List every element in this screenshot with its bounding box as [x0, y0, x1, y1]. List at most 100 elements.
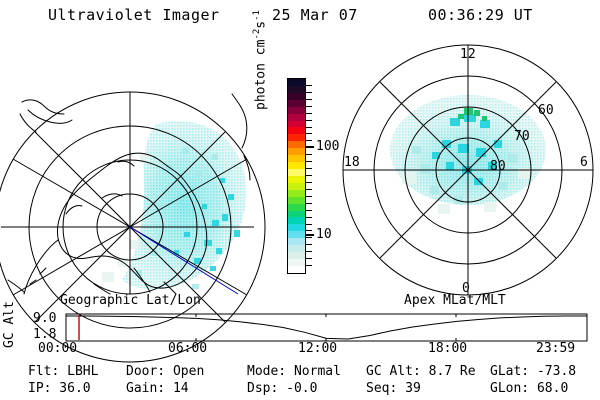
colorbar-swatch: [288, 258, 305, 266]
colorbar-swatch: [288, 217, 305, 225]
colorbar-tick: [306, 105, 312, 107]
colorbar-swatch: [288, 265, 305, 273]
colorbar-tick: [306, 133, 312, 135]
status-glon: GLon: 68.0: [490, 381, 569, 396]
colorbar-tick: [306, 244, 312, 246]
colorbar-tick: [306, 181, 312, 183]
colorbar-swatch: [288, 99, 305, 107]
colorbar-tick: [306, 195, 312, 197]
colorbar-tick: [306, 237, 312, 239]
right-panel-caption: Apex MLat/MLT: [404, 293, 506, 308]
mlt-label-0: 0: [462, 281, 470, 296]
colorbar-swatch: [288, 210, 305, 218]
status-seq: Seq: 39: [366, 381, 421, 396]
colorbar-tick: [306, 91, 312, 93]
colorbar-tick: [306, 216, 312, 218]
colorbar-swatch: [288, 189, 305, 197]
colorbar-title-sup1: -2: [252, 28, 262, 40]
gcalt-tick-1-8: 1.8: [33, 327, 57, 342]
colorbar-tick: [306, 258, 312, 260]
colorbar-swatch: [288, 79, 305, 86]
header-bar: Ultraviolet Imager 25 Mar 07 00:36:29 UT: [0, 6, 600, 28]
page-title: Ultraviolet Imager: [48, 6, 220, 24]
colorbar-tick: [306, 98, 312, 100]
left-panel-caption: Geographic Lat/Lon: [60, 293, 201, 308]
colorbar-tick: [306, 126, 312, 128]
colorbar-swatch: [288, 113, 305, 121]
coastline-southern-islands: [7, 93, 251, 295]
colorbar-ticks: [306, 78, 314, 274]
mlt-spokes: [343, 45, 593, 295]
colorbar-tick: [306, 175, 312, 176]
colorbar-swatch: [288, 168, 305, 176]
aurora-emission-left: [102, 121, 247, 290]
mlt-label-6: 6: [580, 155, 588, 170]
mlat-label-80: 80: [490, 159, 506, 174]
gcalt-tick-9: 9.0: [33, 311, 57, 326]
colorbar-tick: [306, 209, 312, 211]
colorbar-tick: [306, 168, 312, 170]
apex-mlat-mlt-plot: 12 18 6 0 60 70 80: [342, 44, 594, 296]
status-gc-alt: GC Alt: 8.7 Re: [366, 364, 476, 379]
colorbar-major-tick: [306, 234, 314, 236]
time-tick-1200: 12:00: [298, 341, 338, 356]
colorbar-swatch: [288, 106, 305, 114]
colorbar-swatch: [288, 245, 305, 253]
mlt-label-12: 12: [460, 47, 476, 62]
colorbar-tick: [306, 84, 312, 86]
colorbar-swatch: [288, 148, 305, 156]
header-date: 25 Mar 07: [272, 6, 358, 24]
colorbar-axis-title: photon cm-2s-1: [252, 10, 268, 110]
colorbar-swatch: [288, 141, 305, 149]
header-time-ut: 00:36:29 UT: [428, 6, 533, 24]
colorbar-tick: [306, 154, 312, 156]
colorbar-scale: [287, 78, 306, 274]
orbit-plot-frame: [65, 313, 588, 342]
colorbar-swatch: [288, 203, 305, 211]
colorbar-tick: [306, 119, 312, 121]
orbit-plot-ticks: [195, 314, 457, 341]
colorbar-swatch: [288, 252, 305, 259]
status-gain: Gain: 14: [126, 381, 189, 396]
status-filter: Flt: LBHL: [28, 364, 99, 379]
orbit-plot-svg: [65, 313, 588, 342]
colorbar-swatch: [288, 196, 305, 204]
time-tick-0600: 06:00: [168, 341, 208, 356]
status-glat: GLat: -73.8: [490, 364, 577, 379]
colorbar-swatch: [288, 224, 305, 232]
apex-plot-svg: 12 18 6 0 60 70 80: [342, 44, 594, 296]
colorbar-swatch: [288, 134, 305, 142]
mlat-label-70: 70: [514, 129, 530, 144]
colorbar-tick-label-100: 100: [316, 139, 340, 154]
status-door: Door: Open: [126, 364, 205, 379]
colorbar-swatch: [288, 127, 305, 135]
colorbar-swatch: [288, 120, 305, 128]
mlat-label-60: 60: [538, 103, 554, 118]
colorbar-swatch: [288, 162, 305, 169]
colorbar-tick: [306, 265, 312, 267]
orbit-altitude-plot: [0, 306, 600, 356]
spacecraft-track-line: [129, 226, 239, 295]
colorbar-tick: [306, 251, 312, 253]
status-dsp: Dsp: -0.0: [247, 381, 318, 396]
colorbar-swatch: [288, 231, 305, 239]
colorbar-title-mid: s: [253, 20, 269, 29]
geographic-plot-svg: [0, 91, 266, 363]
colorbar-swatch: [288, 155, 305, 163]
colorbar-swatch: [288, 175, 305, 183]
time-tick-1800: 18:00: [428, 341, 468, 356]
colorbar-tick: [306, 230, 312, 232]
colorbar-tick-label-10: 10: [316, 227, 332, 242]
meridian-grid: [1, 92, 254, 323]
mlt-label-18: 18: [344, 155, 360, 170]
colorbar-tick: [306, 140, 312, 142]
colorbar-tick: [306, 202, 312, 204]
colorbar-title-main: photon cm: [253, 39, 269, 110]
colorbar-tick: [306, 112, 312, 114]
colorbar-swatch: [288, 238, 305, 246]
colorbar-swatch: [288, 85, 305, 93]
time-tick-0000: 00:00: [38, 341, 78, 356]
colorbar-tick: [306, 188, 312, 190]
time-tick-2359: 23:59: [536, 341, 576, 356]
